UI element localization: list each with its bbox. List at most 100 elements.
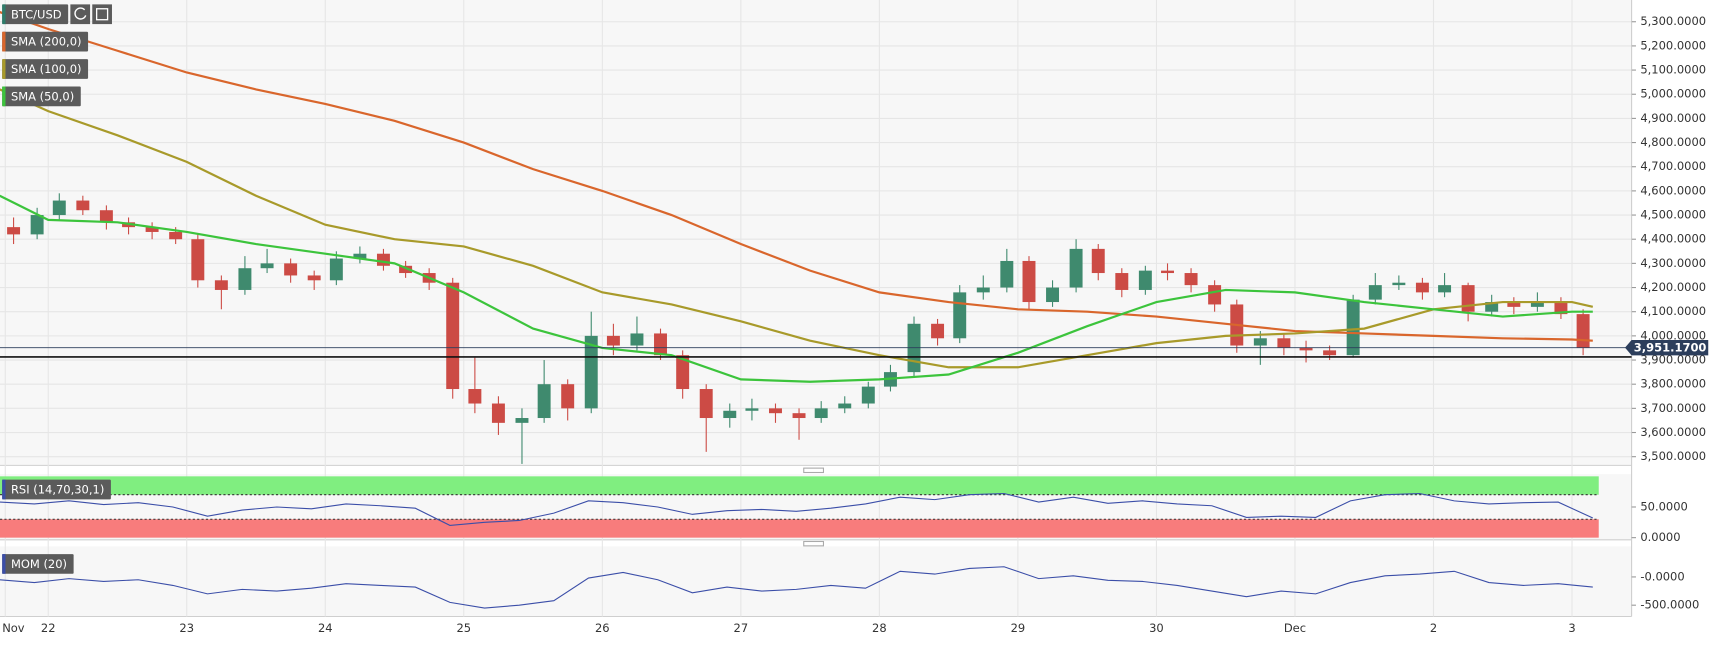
candle-body (769, 408, 782, 414)
legend-box[interactable] (2, 31, 89, 52)
candle-body (561, 384, 575, 409)
candle-body (861, 386, 875, 404)
legend-label: SMA (100,0) (11, 62, 82, 76)
y-tick-label: 3,600.0000 (1640, 425, 1706, 439)
pane-splitter[interactable] (803, 540, 825, 547)
y-tick-label: 4,500.0000 (1640, 208, 1706, 222)
y-tick-label: 4,900.0000 (1640, 111, 1706, 125)
candle-body (52, 200, 66, 216)
y-tick-label: 5,200.0000 (1640, 38, 1706, 52)
candle-body (145, 227, 159, 232)
legend-box[interactable] (2, 554, 74, 574)
y-tick-label: 5,300.0000 (1640, 14, 1706, 28)
x-tick-label: 22 (41, 621, 56, 635)
x-tick-label: 28 (872, 621, 887, 635)
candle-body (1115, 273, 1129, 290)
legend-swatch (2, 4, 6, 25)
last-price-box (1625, 340, 1709, 356)
candle-body (584, 335, 598, 409)
y-tick-label: 4,400.0000 (1640, 232, 1706, 246)
candle-body (7, 227, 21, 235)
candle-body (468, 389, 482, 404)
legend-box[interactable] (2, 479, 111, 500)
candle-body (376, 253, 390, 266)
y-tick-label: 3,900.0000 (1640, 353, 1706, 367)
candle-body (630, 333, 644, 346)
x-tick-label: 30 (1149, 621, 1164, 635)
candle-body (1208, 285, 1222, 305)
candle-body (307, 275, 321, 281)
candle-body (792, 413, 806, 419)
y-tick-label: 5,100.0000 (1640, 63, 1706, 77)
legend-box[interactable] (2, 86, 81, 107)
x-tick-label: 27 (734, 621, 749, 635)
y-tick-label: 4,600.0000 (1640, 183, 1706, 197)
candle-body (1299, 347, 1313, 351)
candle-body (1277, 338, 1291, 348)
x-tick-label: 26 (595, 621, 610, 635)
candle-body (1485, 302, 1499, 312)
candle-body (1000, 260, 1014, 288)
candle-body (99, 210, 113, 223)
candle-body (446, 282, 460, 390)
candle-body (1184, 273, 1198, 286)
y-tick-label: 0.0000 (1640, 530, 1680, 544)
candle-body (931, 323, 945, 339)
candle-body (284, 263, 298, 276)
candle-body (260, 263, 274, 269)
candle-body (1554, 302, 1568, 315)
candle-body (169, 231, 183, 240)
candle-body (976, 287, 990, 293)
candle-body (1323, 350, 1337, 356)
legend-swatch (2, 554, 6, 574)
candle-body (537, 384, 551, 419)
candle-body (1368, 285, 1382, 300)
legend-label: MOM (20) (11, 557, 67, 571)
data-layer (0, 11, 1632, 609)
legend-swatch (2, 479, 6, 500)
candle-body (491, 403, 505, 423)
x-tick-label: 24 (318, 621, 333, 635)
y-tick-label: 3,700.0000 (1640, 401, 1706, 415)
candle-body (723, 410, 737, 419)
legend-swatch (2, 86, 6, 107)
y-tick-label: 3,500.0000 (1640, 449, 1706, 463)
candle-body (1507, 302, 1521, 307)
y-tick-label: 4,800.0000 (1640, 135, 1706, 149)
refresh-button[interactable] (70, 4, 91, 25)
candle-body (1392, 282, 1406, 286)
price-pane (0, 0, 1632, 465)
y-tick-label: 50.0000 (1640, 499, 1688, 513)
ui-layer: Nov 22 23 24 25 26 27 28 29 30 Dec 2 33,500.00003,60… (2, 4, 1709, 635)
x-tick-label: 29 (1011, 621, 1026, 635)
legend-box[interactable] (2, 59, 89, 79)
x-tick-label: Dec (1284, 621, 1306, 635)
candle-body (1438, 285, 1452, 293)
y-tick-label: -500.0000 (1640, 598, 1699, 612)
candle-body (515, 418, 529, 423)
candle-body (1091, 248, 1105, 274)
candle-body (1461, 285, 1475, 312)
oversold-band (0, 519, 1599, 538)
overbought-band (0, 476, 1599, 495)
candle-body (1346, 299, 1360, 356)
legend-swatch (2, 31, 6, 52)
y-tick-label: 5,000.0000 (1640, 87, 1706, 101)
legend-swatch (2, 59, 6, 79)
calendar-button[interactable] (92, 4, 112, 25)
pane-splitter[interactable] (803, 467, 825, 474)
x-tick-label: 23 (179, 621, 194, 635)
candle-body (838, 403, 852, 409)
candle-body (30, 215, 44, 235)
indicator-line (0, 566, 1593, 609)
candle-body (1253, 338, 1267, 346)
refresh-icon (74, 7, 87, 20)
candle-body (606, 335, 620, 346)
candle-body (238, 268, 252, 290)
legend-label: SMA (200,0) (11, 35, 82, 49)
candle-body (814, 408, 828, 419)
y-tick-label: 4,700.0000 (1640, 159, 1706, 173)
legend-box[interactable] (2, 4, 69, 25)
